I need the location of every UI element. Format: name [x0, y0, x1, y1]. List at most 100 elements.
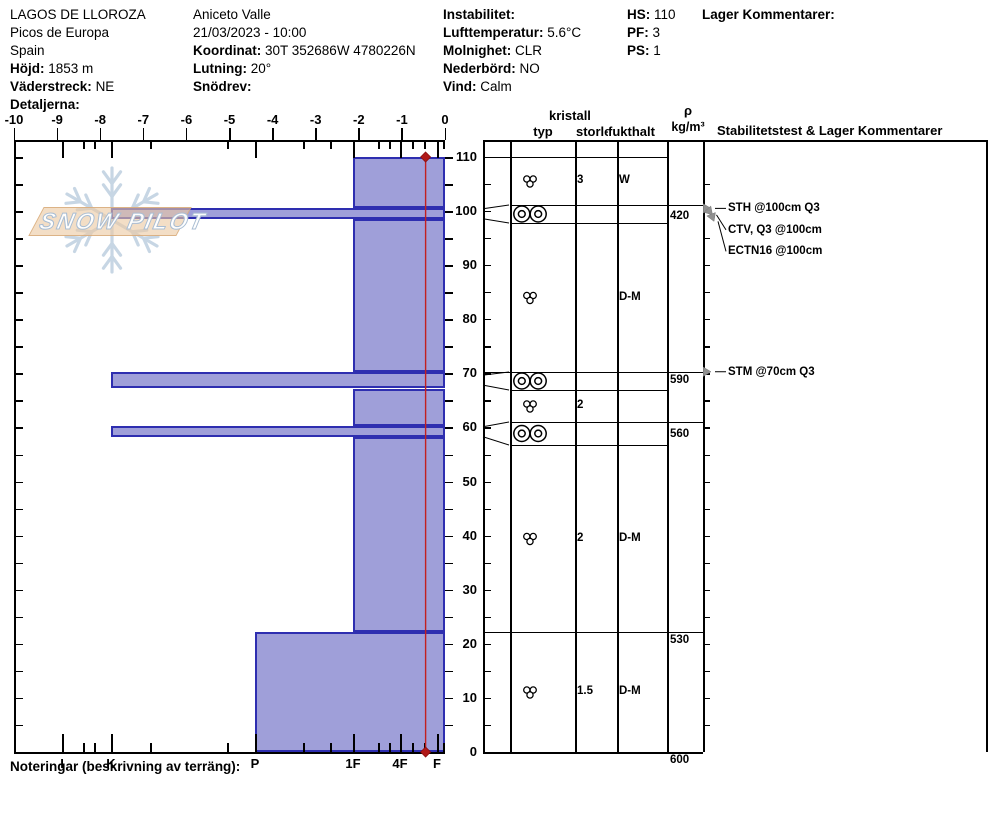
- panel-scale-tick: [483, 616, 491, 618]
- panel-column-line: [483, 140, 485, 752]
- depth-tick-right: [445, 724, 453, 727]
- depth-tick-left: [14, 373, 23, 375]
- cell-size-layer-0: 3: [577, 174, 584, 186]
- temp-axis-tick: [142, 128, 145, 140]
- hardness-tick-top-minor: [227, 140, 229, 149]
- header-field-value: Calm: [480, 79, 512, 94]
- density-row-line: [667, 422, 703, 424]
- test-arrowhead: [706, 212, 716, 222]
- hardness-tick-bottom-minor: [227, 743, 229, 752]
- stability-test-CTV,: CTV, Q3 @100cm: [728, 224, 822, 236]
- temp-axis-label--4: -4: [266, 112, 279, 127]
- temp-axis-tick: [99, 128, 102, 140]
- panel-row-line: [510, 445, 667, 447]
- header-field-value: 1: [653, 43, 661, 58]
- depth-tick-left: [14, 724, 23, 727]
- density-value-590: 590: [670, 374, 690, 386]
- temp-axis-tick: [13, 128, 15, 140]
- depth-tick-left: [14, 427, 23, 429]
- layer-bar-4-hardness-1F: [353, 388, 445, 427]
- density-scale-tick: [703, 589, 710, 591]
- header-field-label: HS:: [627, 7, 654, 22]
- depth-tick-left: [14, 562, 23, 565]
- layer-bar-2-hardness-1F: [353, 219, 445, 372]
- density-scale-tick: [703, 508, 710, 510]
- header-field-value: 30T 352686W 4780226N: [265, 43, 416, 58]
- header-field-label: Höjd:: [10, 61, 49, 76]
- hardness-axis-label-I: I: [60, 756, 64, 771]
- header-field-label: Snödrev:: [193, 79, 252, 94]
- depth-tick-right: [445, 562, 453, 565]
- depth-tick-right: [445, 616, 453, 619]
- panel-row-line: [510, 372, 667, 374]
- header-field-value: 20°: [250, 61, 272, 76]
- panel-scale-tick: [483, 427, 491, 429]
- hardness-tick-top-major: [400, 140, 402, 158]
- density-scale-tick: [703, 481, 710, 483]
- header-field-label: Lutning:: [193, 61, 251, 76]
- column-header-typ: typ: [533, 124, 553, 139]
- test-arrowhead: [703, 366, 712, 377]
- cell-size-layer-4: 2: [577, 399, 584, 411]
- hardness-tick-top-minor: [150, 140, 152, 149]
- density-row-line: [667, 632, 703, 634]
- header-col2-line-4: Snödrev:: [193, 79, 252, 94]
- header-field-value: Picos de Europa: [10, 25, 110, 40]
- layer-bar-5-hardness-K: [111, 426, 445, 438]
- depth-tick-right: [445, 535, 453, 538]
- grain-icon-clustered-rounded: [523, 400, 537, 413]
- panel-scale-tick: [483, 346, 491, 348]
- hardness-tick-bottom-minor: [378, 743, 380, 752]
- hardness-tick-bottom-major: [111, 734, 113, 752]
- panel-scale-tick: [483, 184, 491, 186]
- density-scale-tick: [703, 346, 710, 348]
- depth-axis-label-50: 50: [462, 473, 477, 489]
- header-field-value: Spain: [10, 43, 45, 58]
- column-header-stability-tests: Stabilitetstest & Lager Kommentarer: [717, 123, 943, 138]
- header-field-label: Lager Kommentarer:: [702, 7, 835, 22]
- header-col2-line-1: 21/03/2023 - 10:00: [193, 25, 306, 40]
- header-field-value: LAGOS DE LLOROZA: [10, 7, 146, 22]
- hardness-tick-top-minor: [443, 140, 445, 149]
- hardness-tick-top-major: [437, 140, 439, 158]
- depth-tick-right: [445, 670, 453, 673]
- depth-axis-label-20: 20: [462, 635, 477, 651]
- depth-tick-left: [14, 508, 23, 511]
- temp-axis-label--3: -3: [309, 112, 322, 127]
- depth-axis-label-90: 90: [462, 257, 477, 273]
- header-col2-line-2: Koordinat: 30T 352686W 4780226N: [193, 43, 416, 58]
- temp-axis-tick: [315, 128, 317, 140]
- panel-row-line: [483, 372, 510, 374]
- depth-tick-left: [14, 454, 23, 456]
- hardness-tick-bottom-major: [255, 734, 257, 752]
- depth-tick-right: [445, 454, 453, 456]
- depth-tick-left: [14, 157, 23, 159]
- panel-right-border: [986, 140, 988, 752]
- header-field-label: Vind:: [443, 79, 481, 94]
- hardness-tick-bottom-minor: [443, 743, 445, 752]
- panel-scale-tick: [483, 724, 491, 727]
- grain-icon-clustered-rounded: [523, 532, 537, 546]
- header-field-value: 3: [652, 25, 661, 40]
- column-header-rho: ρ: [683, 103, 693, 118]
- density-value-420: 420: [670, 210, 690, 222]
- depth-tick-right: [445, 292, 453, 294]
- depth-axis-label-0: 0: [469, 744, 477, 759]
- temp-axis-tick: [229, 128, 231, 140]
- temp-axis-tick: [444, 128, 446, 140]
- depth-axis-label-80: 80: [462, 311, 477, 327]
- hardness-tick-bottom-minor: [94, 743, 96, 752]
- depth-axis-label-40: 40: [462, 527, 477, 543]
- header-col3-line-3: Nederbörd: NO: [443, 61, 540, 76]
- hardness-tick-bottom-minor: [83, 743, 85, 752]
- depth-tick-right: [445, 319, 453, 321]
- plot-top-border: [14, 140, 445, 142]
- density-value-560: 560: [670, 428, 690, 440]
- layer-bar-6-hardness-1F: [353, 437, 445, 632]
- hardness-tick-top-minor: [94, 140, 96, 149]
- grain-icon-clustered-rounded: [523, 686, 537, 699]
- hardness-tick-top-minor: [378, 140, 380, 149]
- temp-axis-tick: [358, 128, 360, 140]
- panel-bottom-border: [483, 752, 703, 754]
